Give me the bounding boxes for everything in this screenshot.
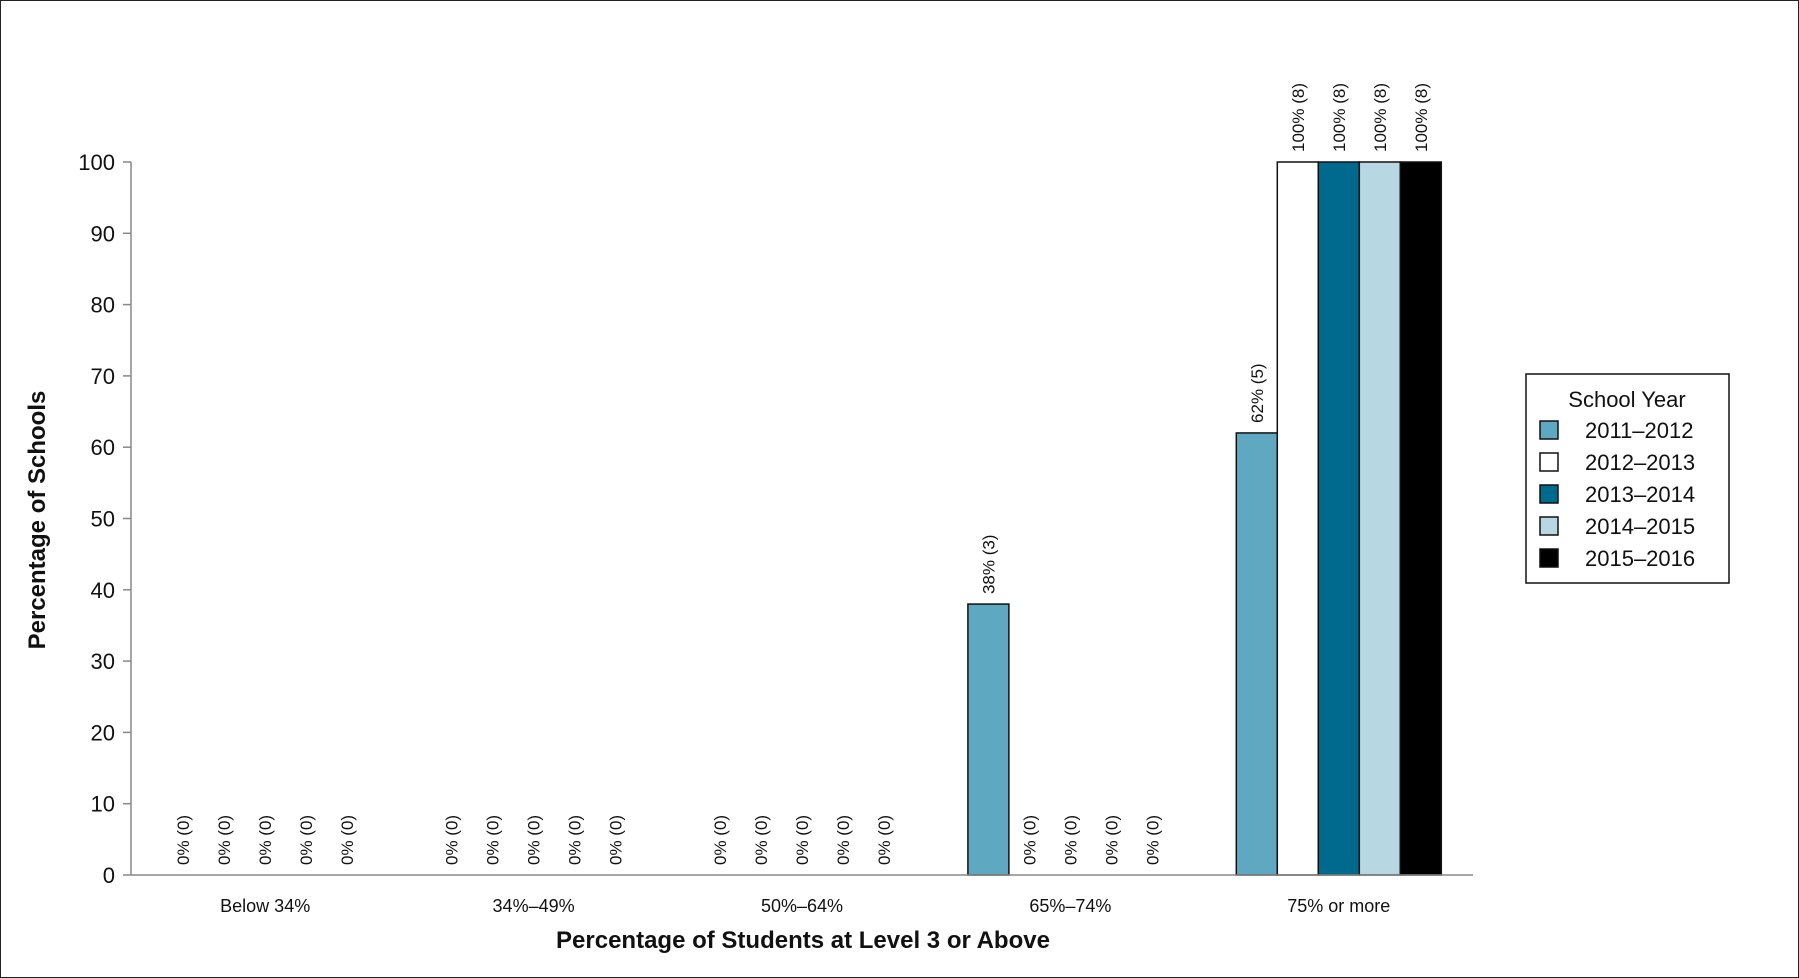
- data-label: 0% (0): [607, 815, 626, 865]
- data-label: 0% (0): [566, 815, 585, 865]
- data-label: 62% (5): [1248, 363, 1267, 423]
- x-tick-label: 75% or more: [1287, 896, 1390, 916]
- data-label: 0% (0): [1143, 815, 1162, 865]
- data-label: 0% (0): [1061, 815, 1080, 865]
- legend-label: 2015–2016: [1585, 546, 1695, 571]
- data-label: 0% (0): [1102, 815, 1121, 865]
- legend-label: 2014–2015: [1585, 514, 1695, 539]
- data-label: 0% (0): [793, 815, 812, 865]
- y-tick-label: 20: [91, 720, 115, 745]
- data-label: 0% (0): [875, 815, 894, 865]
- y-tick-label: 10: [91, 792, 115, 817]
- bar: [1358, 161, 1402, 876]
- legend-swatch: [1539, 516, 1559, 536]
- x-tick-label: 34%–49%: [493, 896, 575, 916]
- bar: [1317, 161, 1361, 876]
- legend-label: 2013–2014: [1585, 482, 1695, 507]
- legend-title: School Year: [1568, 387, 1685, 412]
- legend-swatch: [1539, 548, 1559, 568]
- x-axis: Below 34% 34%–49% 50%–64% 65%–74% 75% or mor…: [131, 874, 1473, 916]
- legend-swatch: [1539, 484, 1559, 504]
- x-axis-title: Percentage of Students at Level 3 or Abo…: [556, 927, 1050, 954]
- data-label: 0% (0): [174, 815, 193, 865]
- y-axis-title: Percentage of Schools: [24, 391, 51, 650]
- data-label: 0% (0): [525, 815, 544, 865]
- data-label: 0% (0): [338, 815, 357, 865]
- y-tick-label: 60: [91, 435, 115, 460]
- data-label: 0% (0): [484, 815, 503, 865]
- data-label: 100% (8): [1371, 83, 1390, 152]
- data-labels: 0% (0) 0% (0) 0% (0) 0% (0) 0% (0) 0% (0) 0% (…: [174, 83, 1431, 865]
- bar: [1399, 161, 1443, 876]
- bar: [1235, 432, 1279, 876]
- y-axis: 0 10 20 30 40 50 60 70 80 90 100: [78, 150, 132, 888]
- y-tick-label: 40: [91, 578, 115, 603]
- y-tick-label: 0: [103, 863, 115, 888]
- legend-swatch: [1539, 420, 1559, 440]
- legend-swatch: [1539, 452, 1559, 472]
- data-label: 0% (0): [215, 815, 234, 865]
- legend: School Year 2011–20122012–20132013–20142…: [1525, 373, 1730, 584]
- x-tick-label: 65%–74%: [1029, 896, 1111, 916]
- legend-label: 2012–2013: [1585, 450, 1695, 475]
- data-label: 0% (0): [443, 815, 462, 865]
- data-label: 0% (0): [1020, 815, 1039, 865]
- y-tick-label: 100: [78, 150, 115, 175]
- y-tick-label: 70: [91, 364, 115, 389]
- data-label: 0% (0): [711, 815, 730, 865]
- y-tick-label: 90: [91, 221, 115, 246]
- legend-box: [1525, 373, 1730, 584]
- y-tick-label: 30: [91, 649, 115, 674]
- bars: [967, 161, 1443, 876]
- data-label: 100% (8): [1412, 83, 1431, 152]
- y-tick-label: 50: [91, 507, 115, 532]
- data-label: 0% (0): [752, 815, 771, 865]
- x-tick-label: 50%–64%: [761, 896, 843, 916]
- legend-label: 2011–2012: [1585, 418, 1694, 443]
- data-label: 100% (8): [1289, 83, 1308, 152]
- y-tick-label: 80: [91, 293, 115, 318]
- data-label: 0% (0): [256, 815, 275, 865]
- data-label: 0% (0): [834, 815, 853, 865]
- x-tick-label: Below 34%: [220, 896, 310, 916]
- bar: [967, 603, 1010, 876]
- data-label: 38% (3): [979, 535, 998, 595]
- data-label: 100% (8): [1330, 83, 1349, 152]
- data-label: 0% (0): [297, 815, 316, 865]
- bar: [1276, 161, 1320, 876]
- legend-items: 2011–2012 2012–2013 2013–2014 2014–2015 2015…: [1539, 418, 1695, 571]
